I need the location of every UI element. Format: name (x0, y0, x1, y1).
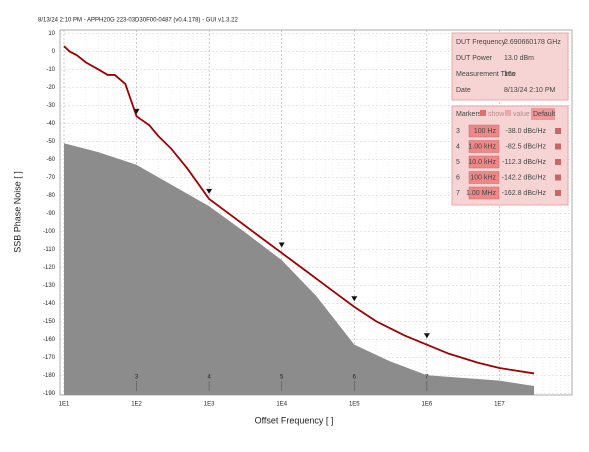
marker-number: 5 (280, 375, 284, 381)
marker-number: 6 (353, 375, 357, 381)
y-tick-label: 10 (48, 31, 55, 37)
marker-number: 3 (135, 375, 139, 381)
marker-toggle[interactable] (555, 174, 561, 181)
info-label: Date (456, 87, 471, 94)
info-label: DUT Frequency (456, 39, 506, 46)
marker-offset: 100 kHz (470, 174, 496, 181)
info-value: 13.0 dBm (504, 55, 534, 62)
x-tick-label: 1E4 (276, 402, 287, 408)
y-tick-label: -50 (46, 139, 55, 145)
noise-floor-area (64, 143, 535, 395)
y-tick-label: -170 (43, 355, 56, 361)
marker-row-number: 5 (456, 159, 460, 166)
y-tick-label: -180 (43, 373, 56, 379)
y-tick-label: -190 (43, 391, 56, 397)
marker-triangle (278, 242, 285, 248)
marker-triangle (423, 333, 430, 339)
marker-toggle[interactable] (555, 159, 561, 165)
marker-value: -38.0 dBc/Hz (506, 128, 547, 135)
info-label: DUT Power (456, 55, 493, 62)
x-tick-label: 1E1 (59, 402, 70, 408)
y-tick-label: -150 (43, 319, 56, 325)
y-tick-label: -80 (46, 193, 55, 199)
default-button[interactable] (531, 108, 555, 120)
x-tick-label: 1E7 (494, 402, 505, 408)
marker-row-number: 3 (456, 128, 460, 135)
marker-offset: 10.0 kHz (468, 159, 496, 166)
marker-panel-title: Markers (456, 111, 482, 118)
y-tick-label: -120 (43, 265, 56, 271)
marker-offset: 1.00 MHz (466, 190, 496, 197)
phase-noise-line (63, 45, 535, 375)
marker-offset: 1.00 kHz (468, 143, 496, 150)
y-tick-label: -10 (46, 67, 55, 73)
y-tick-label: -130 (43, 283, 56, 289)
marker-row-number: 7 (456, 190, 460, 197)
x-tick-label: 1E5 (349, 402, 360, 408)
marker-row-number: 6 (456, 174, 460, 181)
y-tick-label: -20 (46, 85, 55, 91)
offset-field (468, 124, 500, 138)
info-label: Measurement Time (456, 71, 516, 78)
y-tick-label: -140 (43, 301, 56, 307)
x-tick-label: 1E2 (131, 402, 142, 408)
marker-triangle (351, 296, 358, 302)
y-tick-label: -60 (46, 157, 55, 163)
x-tick-label: 1E6 (422, 402, 433, 408)
y-tick-label: -90 (46, 211, 55, 217)
info-value: 8/13/24 2:10 PM (504, 87, 556, 94)
chart-title: 8/13/24 2:10 PM - APPH20G 223-03D30F00-0… (38, 18, 238, 24)
marker-panel: Markers show value Default 3 100 Hz -38.0 dBc/… (451, 105, 569, 206)
y-tick-label: -40 (46, 121, 55, 127)
marker-toggle[interactable] (555, 143, 561, 150)
offset-field (468, 140, 500, 153)
y-tick-label: -70 (46, 175, 55, 181)
value-box (505, 110, 511, 116)
marker-value: -162.8 dBc/Hz (502, 190, 547, 197)
x-tick-label: 1E3 (204, 402, 215, 408)
y-tick-label: -100 (43, 229, 56, 235)
info-panel-bg (451, 32, 569, 101)
y-tick-label: 0 (52, 49, 56, 55)
show-box (480, 110, 486, 116)
value-label: value (513, 111, 530, 118)
y-tick-label: -30 (46, 103, 55, 109)
marker-triangle (206, 188, 213, 194)
y-tick-label: -110 (43, 247, 55, 253)
marker-row-number: 4 (456, 143, 460, 150)
marker-value: -112.3 dBc/Hz (502, 159, 546, 166)
info-value: 16s (504, 71, 516, 78)
y-tick-label: -160 (43, 337, 56, 343)
info-value: 2.690660178 GHz (504, 39, 561, 46)
offset-field (468, 155, 500, 169)
marker-triangle (133, 108, 140, 114)
marker-number: 7 (425, 375, 429, 381)
marker-toggle[interactable] (555, 128, 561, 134)
marker-toggle[interactable] (555, 190, 561, 196)
offset-field (468, 171, 500, 184)
marker-value: -82.5 dBc/Hz (506, 143, 547, 150)
default-label[interactable]: Default (533, 111, 555, 118)
y-axis-label: SSB Phase Noise [ ] (12, 171, 22, 253)
marker-value: -142.2 dBc/Hz (502, 174, 547, 181)
offset-field (468, 186, 500, 200)
marker-offset: 100 Hz (474, 128, 497, 135)
show-label: show (488, 111, 505, 118)
x-axis-label: Offset Frequency [ ] (255, 415, 334, 425)
marker-number: 4 (207, 375, 211, 381)
